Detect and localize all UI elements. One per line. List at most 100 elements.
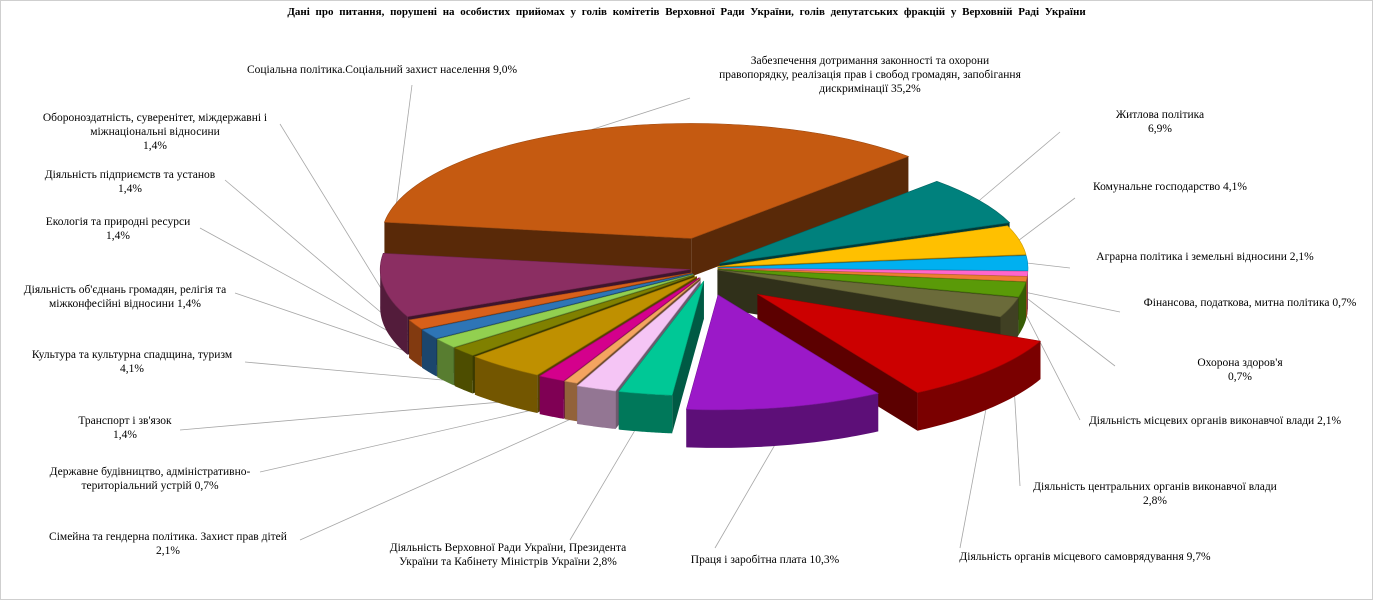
slice-rim-11 <box>577 385 616 430</box>
slice-label-line: Житлова політика <box>1116 109 1204 121</box>
pie-slice-5 <box>717 268 1028 282</box>
slice-label-line: дискримінації 35,2% <box>819 83 921 95</box>
slice-label-line: 1,4% <box>143 140 167 152</box>
pie-slice-10 <box>618 280 705 396</box>
leader-lines <box>179 84 1121 549</box>
leader-line-2 <box>1019 197 1076 241</box>
slice-label-7: Діяльність центральних органів виконавчо… <box>1033 481 1277 507</box>
slice-label-line: Аграрна політика і земельні відносини 2,… <box>1096 251 1314 263</box>
slice-label-line: територіальний устрій 0,7% <box>81 480 218 492</box>
slice-rim-13 <box>539 376 564 419</box>
slice-label-line: Діяльність місцевих органів виконавчої в… <box>1089 415 1341 427</box>
slice-wall-0-1 <box>691 156 909 277</box>
slice-rim-5 <box>1025 276 1028 320</box>
slice-rim-15 <box>454 347 473 394</box>
slice-label-15: Діяльність об'єднань громадян, релігія т… <box>24 284 226 310</box>
pie-slice-7 <box>717 269 1019 318</box>
slice-labels: Забезпечення дотримання законності та ох… <box>24 55 1357 568</box>
slice-label-6: Діяльність місцевих органів виконавчої в… <box>1089 415 1341 427</box>
slice-label-3: Аграрна політика і земельні відносини 2,… <box>1096 251 1314 263</box>
slice-label-5: Охорона здоров'я 0,7% <box>1197 357 1283 383</box>
leader-line-11 <box>299 407 597 541</box>
slice-label-line: Діяльність органів місцевого самоврядува… <box>959 551 1211 563</box>
pie-slice-9 <box>685 294 879 411</box>
pie-slice-3 <box>717 255 1029 272</box>
leader-line-10 <box>569 412 646 541</box>
pie-slice-19 <box>379 252 691 317</box>
leader-line-0 <box>591 97 691 130</box>
slice-label-13: Транспорт і зв'язок 1,4% <box>78 415 172 441</box>
slice-label-11: Сімейна та гендерна політика. Захист пра… <box>49 531 287 557</box>
slice-label-2: Комунальне господарство 4,1% <box>1093 181 1247 193</box>
slice-rim-16 <box>437 339 454 386</box>
slice-label-14: Культура та культурна спадщина, туризм 4,… <box>32 349 233 375</box>
slice-label-19: Соціальна політика.Соціальний захист нас… <box>247 64 518 76</box>
pie-slice-16 <box>436 274 694 348</box>
slice-label-4: Фінансова, податкова, митна політика 0,7… <box>1144 297 1357 309</box>
slice-label-line: 0,7% <box>1228 371 1252 383</box>
slice-label-line: Культура та культурна спадщина, туризм <box>32 349 233 361</box>
slice-rim-9 <box>686 393 879 448</box>
leader-line-12 <box>259 400 571 473</box>
pie-slice-8 <box>757 293 1042 394</box>
pie-slice-17 <box>421 273 693 339</box>
slice-label-line: міжнаціональні відносини <box>90 126 220 138</box>
slice-label-line: Охорона здоров'я <box>1197 357 1283 369</box>
slice-label-12: Державне будівництво, адміністративно-те… <box>50 466 251 492</box>
slice-label-line: правопорядку, реалізація прав і свобод г… <box>719 69 1021 81</box>
slice-label-line: Екологія та природні ресурси <box>46 216 191 228</box>
slice-label-line: Соціальна політика.Соціальний захист нас… <box>247 64 518 76</box>
slice-label-line: Праця і заробітна плата 10,3% <box>691 554 840 566</box>
slice-label-line: 1,4% <box>113 429 137 441</box>
leader-line-8 <box>959 389 991 549</box>
slice-label-line: Діяльність підприємств та установ <box>45 169 216 181</box>
slice-label-line: 1,4% <box>118 183 142 195</box>
slice-label-line: Транспорт і зв'язок <box>78 415 172 427</box>
slice-label-line: 2,8% <box>1143 495 1167 507</box>
slice-label-0: Забезпечення дотримання законності та ох… <box>719 55 1021 95</box>
slice-label-1: Житлова політика 6,9% <box>1116 109 1204 135</box>
slice-label-line: міжконфесійні відносини 1,4% <box>49 298 201 310</box>
pie-slice-1 <box>719 180 1011 264</box>
slice-label-line: 6,9% <box>1148 123 1172 135</box>
pie-slice-0 <box>383 123 910 239</box>
slice-label-line: Діяльність Верховної Ради України, Прези… <box>390 542 627 554</box>
pie-slice-2 <box>717 225 1027 267</box>
slice-label-line: 1,4% <box>106 230 130 242</box>
slice-rim-19 <box>380 267 408 355</box>
chart-title: Дані про питання, порушені на особистих … <box>287 6 1086 18</box>
slice-rim-6 <box>1018 282 1026 335</box>
leader-line-9 <box>714 425 787 549</box>
slice-rim-18 <box>409 319 422 367</box>
slice-label-line: Діяльність об'єднань громадян, релігія т… <box>24 284 226 296</box>
slice-label-17: Діяльність підприємств та установ 1,4% <box>45 169 216 195</box>
slice-label-18: Обороноздатність, суверенітет, міждержав… <box>43 112 267 152</box>
slice-label-line: Фінансова, податкова, митна політика 0,7… <box>1144 297 1357 309</box>
pie-slice-12 <box>564 277 701 384</box>
slice-rim-10 <box>618 391 673 434</box>
slice-label-line: Діяльність центральних органів виконавчо… <box>1033 481 1277 493</box>
slice-label-line: Сімейна та гендерна політика. Захист пра… <box>49 531 287 543</box>
slice-label-8: Діяльність органів місцевого самоврядува… <box>959 551 1211 563</box>
slice-label-line: Комунальне господарство 4,1% <box>1093 181 1247 193</box>
pie-slice-6 <box>717 268 1027 298</box>
pie-slices <box>379 123 1042 448</box>
slice-rim-17 <box>422 329 437 377</box>
slice-label-line: 2,1% <box>156 545 180 557</box>
leader-line-3 <box>1027 262 1071 269</box>
leader-line-6 <box>1022 308 1081 421</box>
pie-slice-11 <box>576 280 701 392</box>
leader-line-13 <box>179 397 552 431</box>
slice-label-9: Праця і заробітна плата 10,3% <box>691 554 840 566</box>
pie-slice-18 <box>408 272 692 330</box>
slice-label-16: Екологія та природні ресурси 1,4% <box>46 216 191 242</box>
slice-label-line: України та Кабінету Міністрів України 2,… <box>399 556 617 568</box>
slice-rim-12 <box>564 381 578 422</box>
leader-line-5 <box>1026 297 1116 367</box>
slice-rim-14 <box>474 356 538 414</box>
slice-rim-8 <box>917 341 1041 431</box>
slice-rim-4 <box>1027 271 1028 315</box>
pie-slice-15 <box>453 274 695 356</box>
pie-slice-13 <box>538 277 700 382</box>
leader-line-1 <box>978 131 1061 201</box>
